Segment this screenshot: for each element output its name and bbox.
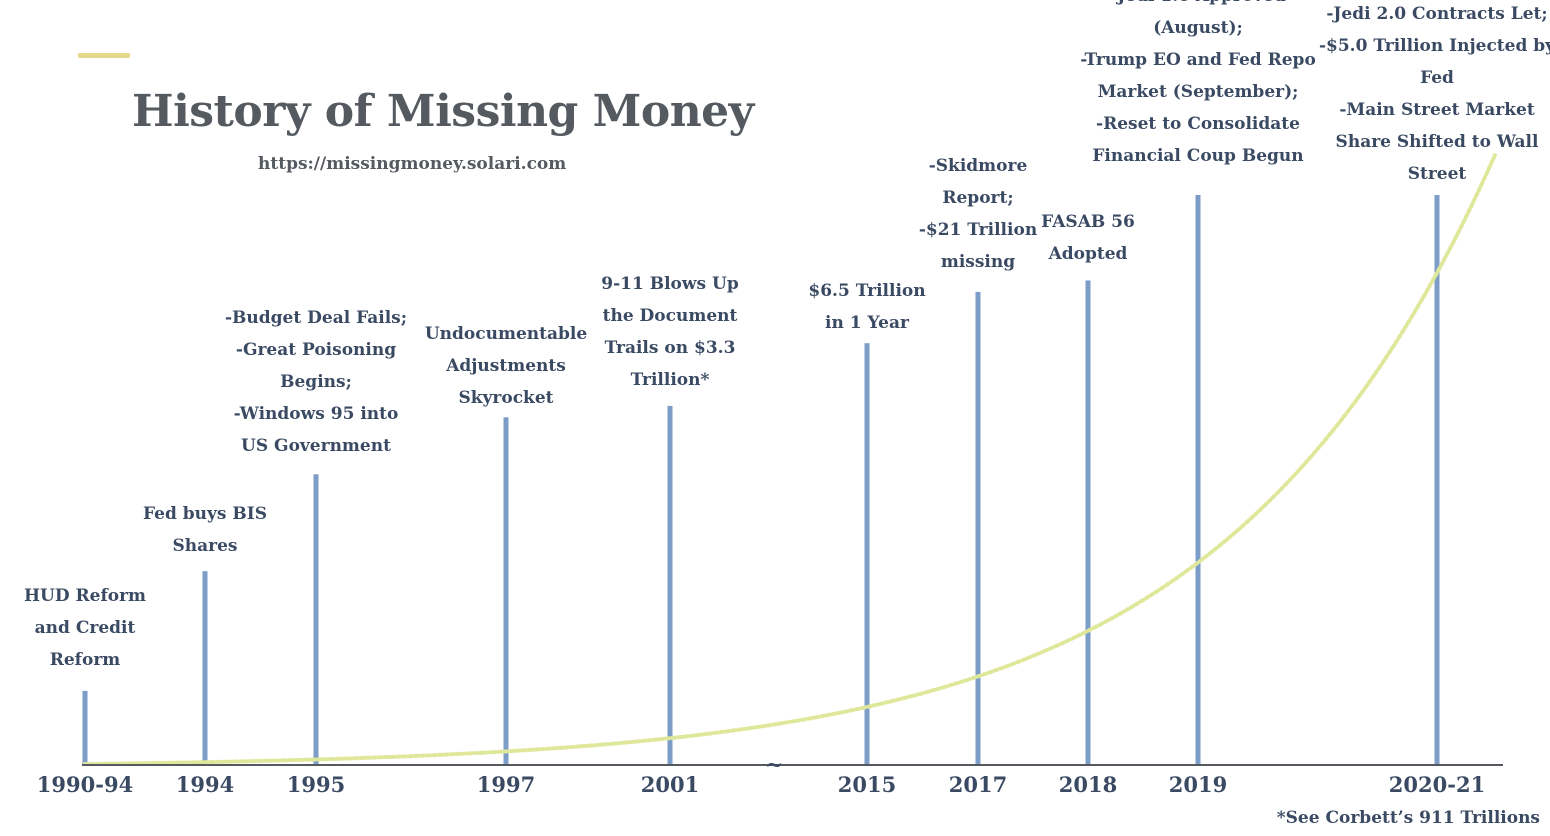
x-tick-label: 2018 — [1058, 772, 1118, 797]
event-bar-2001 — [667, 405, 673, 765]
event-label-line: (August); — [1153, 18, 1243, 38]
event-bars — [82, 195, 1440, 765]
x-tick-label: 1990-94 — [36, 772, 134, 797]
event-label-line: $6.5 Trillion — [808, 281, 926, 301]
event-label-line: HUD Reform — [23, 586, 147, 606]
event-label-line: the Document — [602, 306, 738, 326]
event-label-line: FASAB 56 — [1041, 212, 1135, 232]
event-label-line: -$21 Trillion — [918, 220, 1038, 240]
event-bar-2020-21 — [1434, 195, 1440, 765]
event-label-1997: Undocumentable Adjustments Skyrocket — [425, 318, 587, 414]
event-label-line: -Windows 95 into — [233, 404, 399, 424]
event-label-line: Begins; — [280, 372, 352, 392]
event-label-line: Financial Coup Begun — [1092, 146, 1304, 166]
trend-curve — [83, 153, 1497, 766]
source-url[interactable]: https://missingmoney.solari.com — [258, 154, 567, 174]
page-title: History of Missing Money — [132, 86, 754, 137]
event-label-line: -Skidmore — [928, 156, 1028, 176]
event-bar-2019 — [1195, 195, 1201, 765]
event-label-line: Market (September); — [1097, 82, 1299, 102]
event-label-line: Fed — [1420, 68, 1454, 88]
axis-break-symbol: ~ — [765, 752, 784, 778]
event-label-line: -$5.0 Trillion Injected by — [1318, 36, 1550, 56]
event-label-line: -Trump EO and Fed Repo — [1080, 50, 1316, 70]
event-label-line: -Jedi 2.0 Contracts Let; — [1326, 4, 1548, 24]
event-label-1995: -Budget Deal Fails; -Great Poisoning Begin… — [225, 302, 407, 462]
event-label-2018: FASAB 56 Adopted — [1041, 206, 1135, 270]
event-label-2019: -Jedi 1.0 Approved (August); -Trump EO and… — [1080, 0, 1316, 172]
x-tick-label: 2019 — [1168, 772, 1228, 797]
event-label-line: 9-11 Blows Up — [601, 274, 739, 294]
event-label-line: -Budget Deal Fails; — [224, 308, 408, 328]
event-label-line: and Credit — [34, 618, 136, 638]
event-label-line: Street — [1407, 164, 1467, 184]
event-label-1994: Fed buys BIS Shares — [143, 498, 267, 562]
event-label-line: Reform — [49, 650, 121, 670]
event-label-line: Fed buys BIS — [143, 504, 267, 524]
event-bar-2017 — [975, 291, 981, 765]
footnote: *See Corbett’s 911 Trillions — [1276, 808, 1540, 828]
accent-dash — [78, 53, 130, 58]
event-label-line: -Main Street Market — [1339, 100, 1535, 120]
x-tick-label: 2020-21 — [1388, 772, 1486, 797]
event-bar-2018 — [1085, 280, 1091, 765]
event-label-2017: -Skidmore Report; -$21 Trillion missing — [919, 150, 1037, 278]
event-label-line: -Reset to Consolidate — [1096, 114, 1300, 134]
event-bar-2015 — [864, 343, 870, 765]
x-tick-label: 2001 — [640, 772, 700, 797]
event-label-line: Report; — [942, 188, 1014, 208]
event-label-1990-94: HUD Reform and Credit Reform — [24, 580, 146, 676]
event-label-line: Share Shifted to Wall — [1335, 132, 1539, 152]
event-bar-1994 — [202, 571, 208, 765]
x-tick-label: 1995 — [286, 772, 346, 797]
event-label-line: US Government — [241, 436, 391, 456]
event-label-line: in 1 Year — [825, 313, 909, 333]
event-bar-1995 — [313, 474, 319, 765]
event-label-line: Trails on $3.3 — [604, 338, 736, 358]
x-tick-label: 2015 — [837, 772, 897, 797]
x-tick-label: 1994 — [175, 772, 235, 797]
event-label-line: Trillion* — [630, 370, 710, 390]
event-bar-1990-94 — [82, 690, 88, 765]
x-tick-label: 1997 — [476, 772, 536, 797]
event-label-2001: 9-11 Blows Up the Document Trails on $3.3 T… — [601, 268, 738, 396]
event-label-2015: $6.5 Trillion in 1 Year — [808, 275, 925, 339]
event-label-line: Skyrocket — [458, 388, 554, 408]
event-label-line: -Great Poisoning — [235, 340, 397, 360]
x-tick-label: 2017 — [948, 772, 1008, 797]
event-label-line: Adjustments — [446, 356, 566, 376]
event-label-line: Adopted — [1048, 244, 1128, 264]
event-label-2020-21: -Jedi 2.0 Contracts Let; -$5.0 Trillion I… — [1319, 0, 1550, 190]
event-label-line: Undocumentable — [424, 324, 588, 344]
event-label-line: Shares — [172, 536, 238, 556]
event-label-line: missing — [940, 252, 1016, 272]
event-label-line: -Jedi 1.0 Approved — [1080, 0, 1316, 12]
event-bar-1997 — [503, 417, 509, 765]
